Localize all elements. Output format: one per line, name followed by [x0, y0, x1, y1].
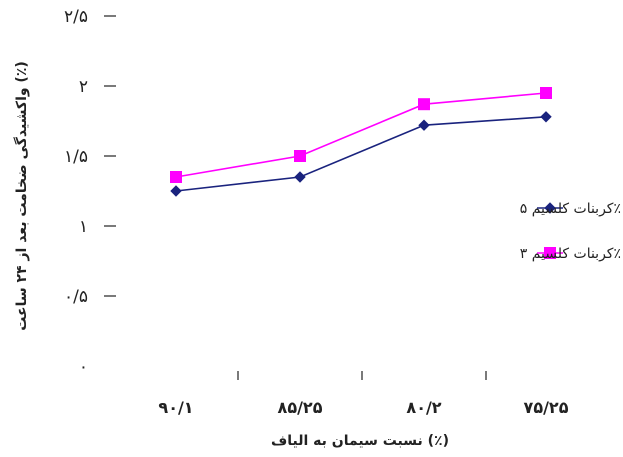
data-point [294, 171, 306, 183]
y-tick-label: ۰/۵ [64, 287, 88, 307]
y-tick-label: ۲/۵ [64, 7, 88, 27]
legend-item-2: کربنات کلسیم ۳٪ [520, 246, 621, 262]
data-point [170, 171, 182, 183]
y-tick-label: ۱/۵ [64, 147, 88, 167]
y-axis-title: واکشیدگی ضخامت بعد از ۲۴ ساعت (٪) [13, 61, 30, 331]
y-tick-label: ۰ [79, 357, 88, 377]
series-layer [170, 87, 552, 197]
data-point [418, 119, 430, 131]
legend-marker [544, 247, 556, 259]
data-point [418, 98, 430, 111]
data-point [170, 185, 182, 197]
series-line [175, 116, 547, 192]
series-2 [170, 87, 552, 183]
legend-label: کربنات کلسیم ۳٪ [520, 246, 621, 262]
y-tick-label: ۲ [79, 77, 88, 97]
series-1 [170, 111, 552, 197]
x-axis-title: نسبت سیمان به الیاف (٪) [271, 433, 449, 449]
x-axis: ۹۰/۱ ۸۵/۲۵ ۸۰/۲ ۷۵/۲۵ [158, 371, 569, 417]
x-tick-label: ۹۰/۱ [158, 398, 193, 417]
legend-label: کربنات کلسیم ۵٪ [520, 201, 621, 217]
y-axis: ۰ ۰/۵ ۱ ۱/۵ ۲ ۲/۵ [64, 7, 116, 377]
x-tick-label: ۷۵/۲۵ [524, 398, 569, 417]
series-line [175, 92, 547, 178]
x-tick-label: ۸۵/۲۵ [278, 398, 323, 417]
legend: کربنات کلسیم ۵٪ کربنات کلسیم ۳٪ [520, 201, 621, 262]
x-tick-label: ۸۰/۲ [406, 398, 441, 417]
data-point [540, 111, 552, 123]
data-point [294, 150, 306, 162]
legend-item-1: کربنات کلسیم ۵٪ [520, 201, 621, 217]
y-tick-label: ۱ [79, 217, 88, 237]
data-point [540, 87, 552, 99]
legend-marker [544, 202, 556, 214]
